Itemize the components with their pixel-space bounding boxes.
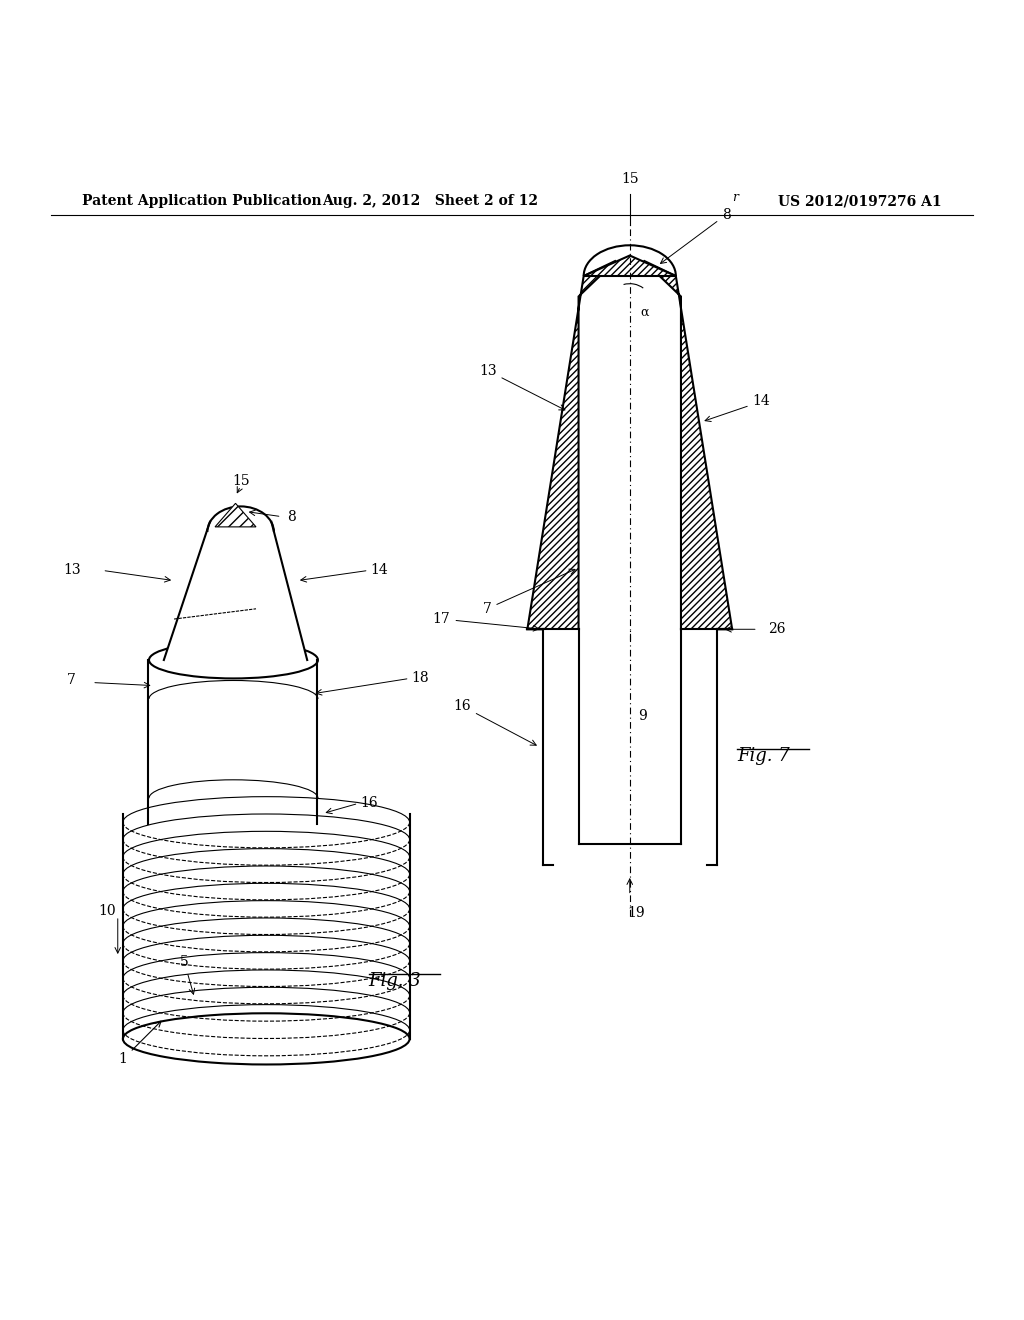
Text: 14: 14 — [370, 564, 388, 577]
Polygon shape — [643, 260, 732, 630]
Text: 15: 15 — [231, 474, 250, 488]
Text: 26: 26 — [768, 622, 785, 636]
Text: 8: 8 — [288, 510, 296, 524]
Polygon shape — [527, 260, 616, 630]
Text: r: r — [732, 191, 738, 205]
Text: 14: 14 — [706, 395, 770, 421]
Text: 16: 16 — [454, 700, 537, 746]
Text: 5: 5 — [180, 956, 195, 994]
Text: 13: 13 — [479, 364, 565, 411]
Text: 13: 13 — [62, 564, 81, 577]
Text: 18: 18 — [411, 672, 429, 685]
Text: 16: 16 — [359, 796, 378, 810]
Polygon shape — [584, 256, 676, 276]
Text: 15: 15 — [621, 172, 639, 186]
Text: 17: 17 — [433, 612, 539, 631]
Text: 1: 1 — [119, 1022, 161, 1067]
Text: 9: 9 — [638, 709, 647, 723]
Text: Fig. 3: Fig. 3 — [369, 973, 422, 990]
Polygon shape — [215, 503, 256, 527]
Text: Fig. 7: Fig. 7 — [737, 747, 791, 766]
Polygon shape — [164, 521, 307, 660]
Polygon shape — [148, 660, 317, 824]
Text: 8: 8 — [660, 207, 731, 264]
Text: US 2012/0197276 A1: US 2012/0197276 A1 — [778, 194, 942, 209]
Text: Aug. 2, 2012   Sheet 2 of 12: Aug. 2, 2012 Sheet 2 of 12 — [323, 194, 538, 209]
Text: α: α — [640, 305, 648, 318]
Text: 10: 10 — [98, 904, 117, 917]
Text: 7: 7 — [482, 569, 575, 616]
Polygon shape — [543, 630, 717, 865]
Text: 19: 19 — [627, 906, 645, 920]
Text: Patent Application Publication: Patent Application Publication — [82, 194, 322, 209]
Text: 7: 7 — [68, 673, 76, 688]
